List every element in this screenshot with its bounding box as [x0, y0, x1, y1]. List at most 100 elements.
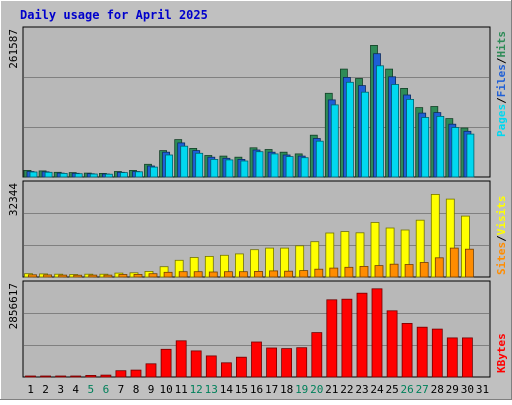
bar-pages-day-24	[376, 65, 384, 178]
x-tick-label-4: 4	[72, 383, 79, 396]
bar-pages-day-20	[315, 140, 324, 178]
bar-sites-day-12	[193, 271, 203, 278]
bar-kbytes-day-16	[251, 341, 262, 378]
x-tick-label-5: 5	[87, 383, 94, 396]
bar-pages-day-27	[421, 117, 430, 178]
bar-sites-day-15	[238, 271, 248, 278]
legend-item-visits: Visits	[495, 196, 508, 236]
bar-kbytes-day-17	[266, 347, 278, 378]
legend-item-kbytes: KBytes	[495, 333, 508, 373]
bar-pages-day-2	[44, 171, 53, 178]
x-tick-label-3: 3	[57, 383, 64, 396]
x-tick-label-13: 13	[205, 383, 218, 396]
bar-pages-day-26	[406, 99, 415, 178]
bar-kbytes-day-30	[461, 337, 473, 378]
bar-pages-day-9	[150, 166, 158, 178]
bar-sites-day-9	[148, 273, 158, 278]
bar-kbytes-day-3	[55, 375, 67, 378]
chart-panels	[22, 26, 491, 378]
panel-visits-sites	[22, 180, 491, 278]
legend-separator: /	[495, 235, 508, 242]
bar-kbytes-day-13	[205, 355, 217, 378]
legend-top: Pages/Files/Hits	[495, 31, 508, 137]
bar-pages-day-6	[105, 173, 113, 178]
panel-kbytes	[22, 280, 491, 378]
bar-pages-day-15	[240, 160, 249, 178]
bar-sites-day-3	[58, 274, 68, 278]
bar-sites-day-8	[133, 273, 143, 278]
x-tick-label-1: 1	[27, 383, 34, 396]
bar-pages-day-17	[270, 153, 279, 178]
x-tick-label-28: 28	[431, 383, 444, 396]
bar-kbytes-day-18	[281, 348, 293, 378]
x-tick-label-2: 2	[42, 383, 49, 396]
bar-sites-day-1	[28, 274, 37, 278]
bar-kbytes-day-25	[386, 310, 398, 378]
bar-sites-day-14	[223, 271, 233, 278]
bar-pages-day-3	[59, 172, 68, 178]
x-tick-label-16: 16	[250, 383, 263, 396]
bar-pages-day-12	[195, 152, 204, 178]
x-tick-label-12: 12	[190, 383, 203, 396]
legend-separator: /	[495, 97, 508, 104]
x-tick-label-11: 11	[175, 383, 188, 396]
bar-pages-day-30	[466, 133, 475, 178]
x-tick-label-7: 7	[118, 383, 125, 396]
bar-kbytes-day-12	[190, 350, 202, 378]
bar-kbytes-day-27	[416, 326, 428, 378]
legend-item-sites: Sites	[495, 242, 508, 275]
x-tick-label-30: 30	[461, 383, 474, 396]
bar-sites-day-18	[284, 270, 294, 278]
bar-sites-day-21	[329, 267, 339, 278]
bar-kbytes-day-22	[341, 298, 353, 378]
x-tick-label-15: 15	[235, 383, 248, 396]
x-tick-label-14: 14	[220, 383, 234, 396]
bar-pages-day-18	[285, 156, 294, 178]
bar-pages-day-23	[361, 91, 369, 178]
x-tick-label-18: 18	[280, 383, 293, 396]
x-tick-label-29: 29	[446, 383, 459, 396]
bar-sites-day-10	[163, 271, 173, 278]
bar-pages-day-28	[436, 116, 445, 178]
bar-pages-day-5	[89, 173, 98, 178]
bar-kbytes-day-28	[431, 328, 443, 378]
x-tick-label-31: 31	[476, 383, 489, 396]
x-tick-label-27: 27	[416, 383, 429, 396]
bar-kbytes-day-11	[175, 340, 187, 378]
x-tick-label-25: 25	[385, 383, 398, 396]
bar-pages-day-29	[451, 127, 460, 178]
bar-sites-day-28	[434, 257, 444, 278]
bar-sites-day-24	[374, 265, 384, 278]
bar-sites-day-26	[404, 264, 414, 278]
chart-title: Daily usage for April 2025	[20, 8, 208, 22]
bar-kbytes-day-20	[311, 332, 323, 378]
bar-pages-day-25	[391, 84, 400, 178]
x-tick-label-21: 21	[325, 383, 338, 396]
x-tick-label-17: 17	[265, 383, 278, 396]
bar-kbytes-day-9	[145, 363, 157, 378]
bar-kbytes-day-2	[40, 375, 51, 378]
bar-pages-day-11	[180, 145, 189, 178]
bar-pages-day-13	[210, 158, 219, 178]
bar-sites-day-30	[464, 248, 474, 278]
y-max-label-visits-sites: 32344	[7, 183, 20, 216]
bar-sites-day-4	[73, 274, 83, 278]
bar-sites-day-7	[118, 274, 128, 278]
bar-sites-day-19	[299, 270, 309, 278]
bar-sites-day-25	[389, 263, 399, 278]
bar-kbytes-day-8	[130, 369, 142, 378]
bar-sites-day-20	[314, 268, 324, 278]
x-tick-label-9: 9	[148, 383, 155, 396]
bar-pages-day-14	[225, 159, 234, 178]
bar-sites-day-2	[43, 274, 52, 278]
bar-kbytes-day-7	[115, 370, 127, 378]
x-tick-label-23: 23	[355, 383, 368, 396]
legend-middle: Sites/Visits	[495, 196, 508, 276]
bar-sites-day-27	[419, 262, 429, 278]
bar-kbytes-day-4	[70, 375, 82, 378]
bar-pages-day-1	[29, 171, 38, 178]
bar-kbytes-day-19	[296, 347, 308, 378]
bar-pages-day-16	[255, 151, 264, 178]
